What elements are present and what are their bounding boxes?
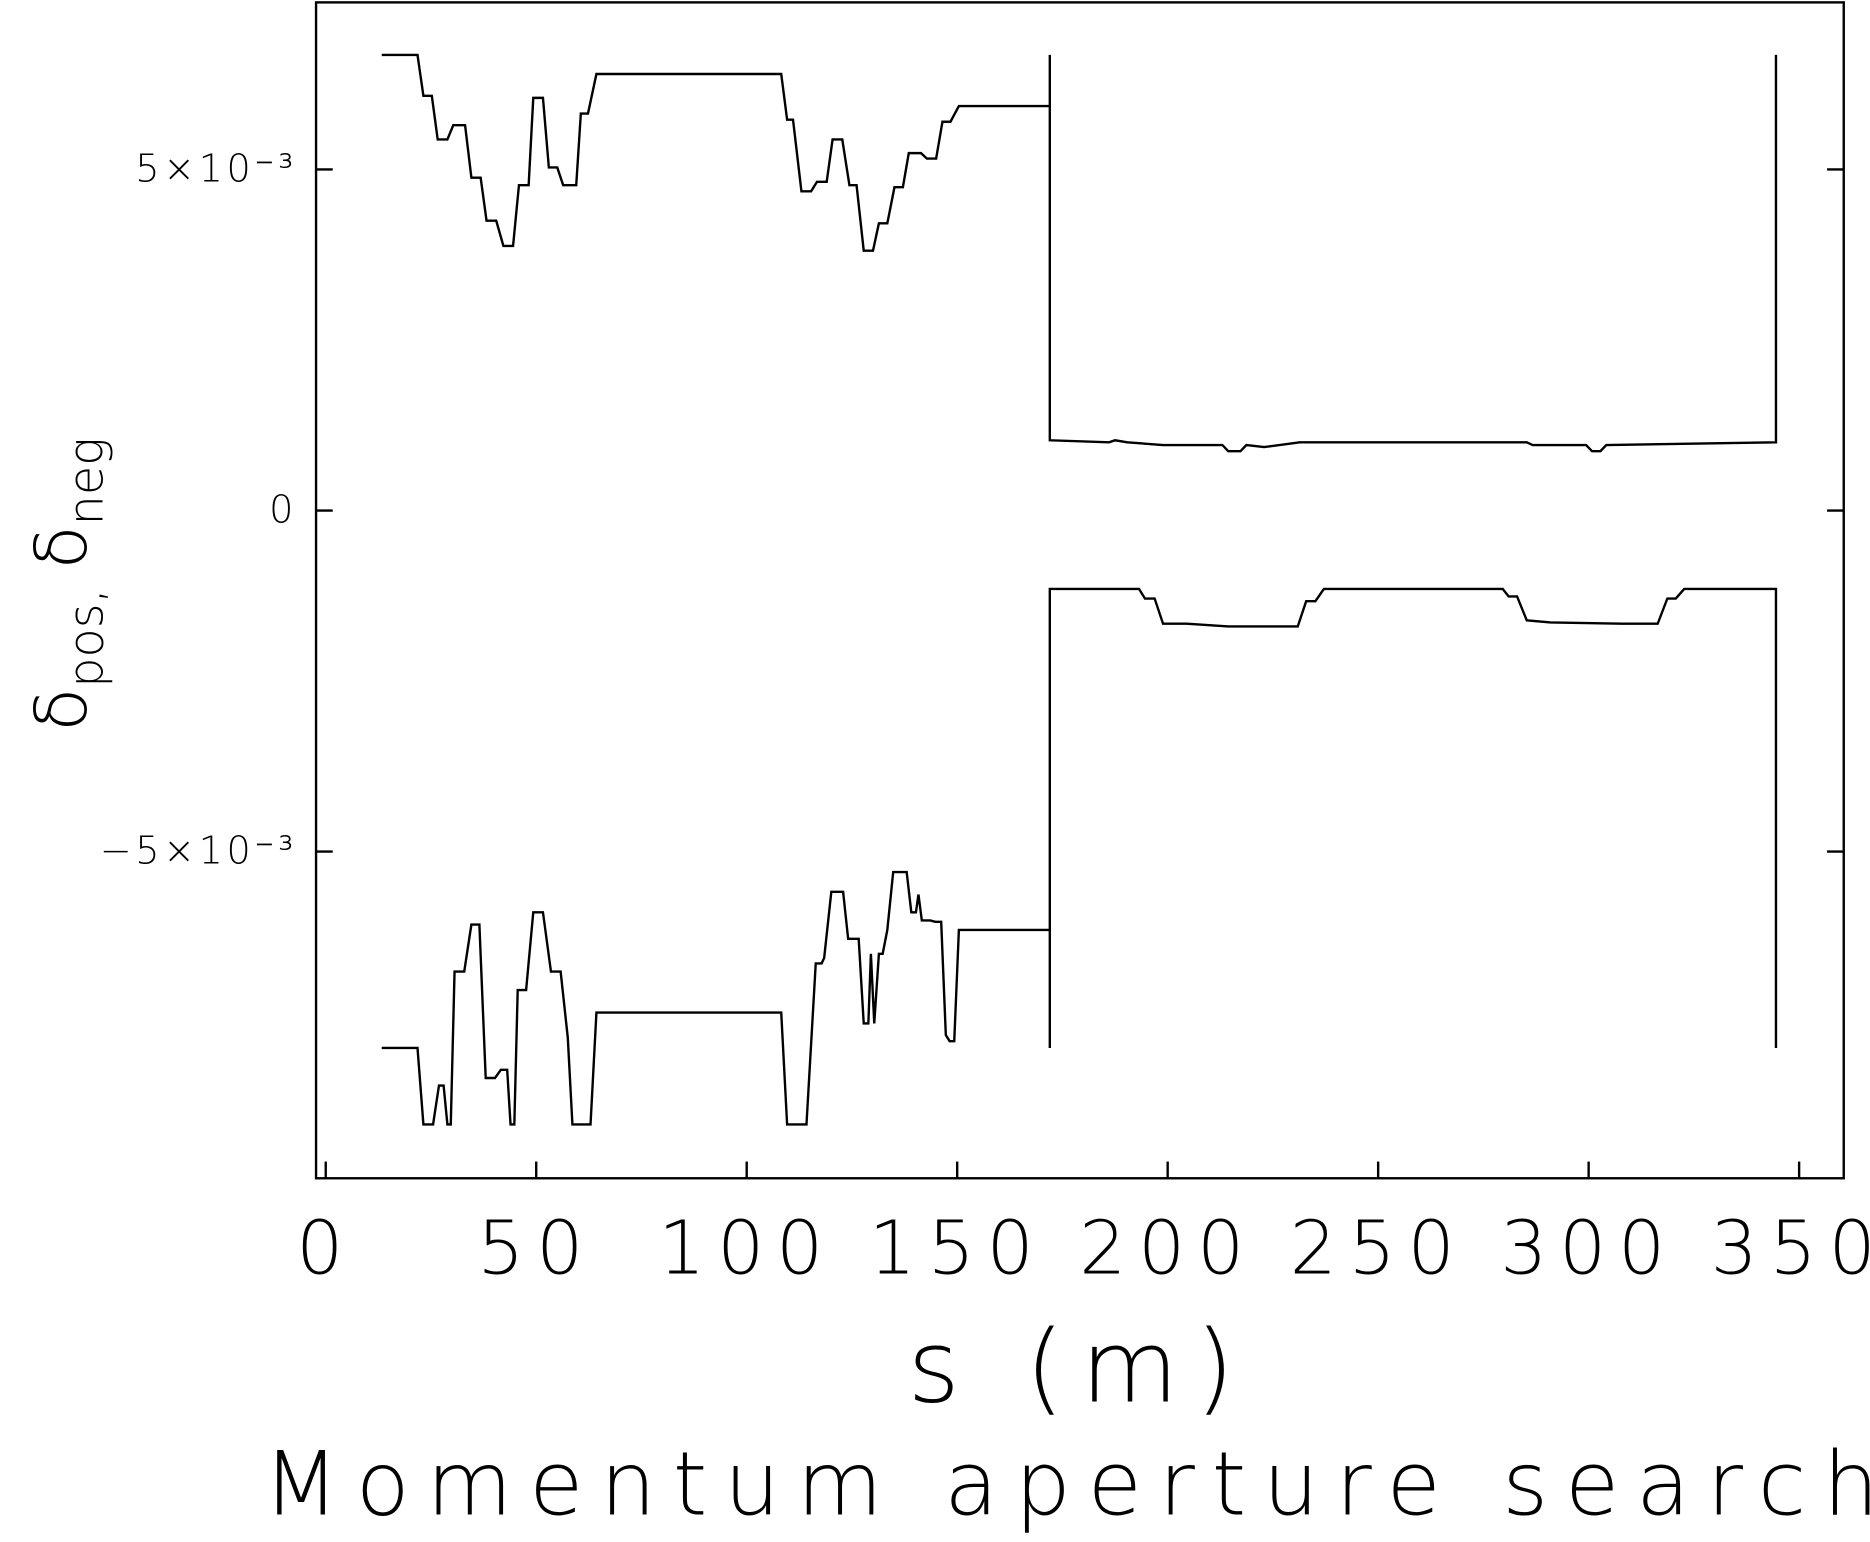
x-tick-label: 0 xyxy=(296,1206,355,1292)
x-tick-label: 150 xyxy=(869,1206,1046,1292)
data-line xyxy=(381,53,1778,453)
x-tick-label: 250 xyxy=(1290,1206,1467,1292)
y-tick-label: −5×10⁻³ xyxy=(100,828,297,872)
y-label-symbol: δ xyxy=(20,688,103,732)
plot-frame xyxy=(314,1,1845,1180)
chart-title: Momentum aperture search xyxy=(263,1433,1870,1536)
y-tick-label: 0 xyxy=(269,487,297,531)
y-label-symbol: δ xyxy=(20,525,103,569)
x-tick-label: 50 xyxy=(477,1206,595,1292)
y-tick-label: 5×10⁻³ xyxy=(135,146,297,190)
x-tick-label: 300 xyxy=(1500,1206,1677,1292)
x-axis-label: s (m) xyxy=(908,1308,1251,1425)
x-tick-label: 100 xyxy=(658,1206,835,1292)
y-label-subscript: pos, xyxy=(60,588,115,687)
y-label-subscript: neg xyxy=(60,437,115,525)
x-tick-label: 350 xyxy=(1711,1206,1870,1292)
data-line xyxy=(381,587,1778,1126)
y-axis-label: δpos,δneg xyxy=(20,437,115,731)
x-tick-label: 200 xyxy=(1079,1206,1256,1292)
